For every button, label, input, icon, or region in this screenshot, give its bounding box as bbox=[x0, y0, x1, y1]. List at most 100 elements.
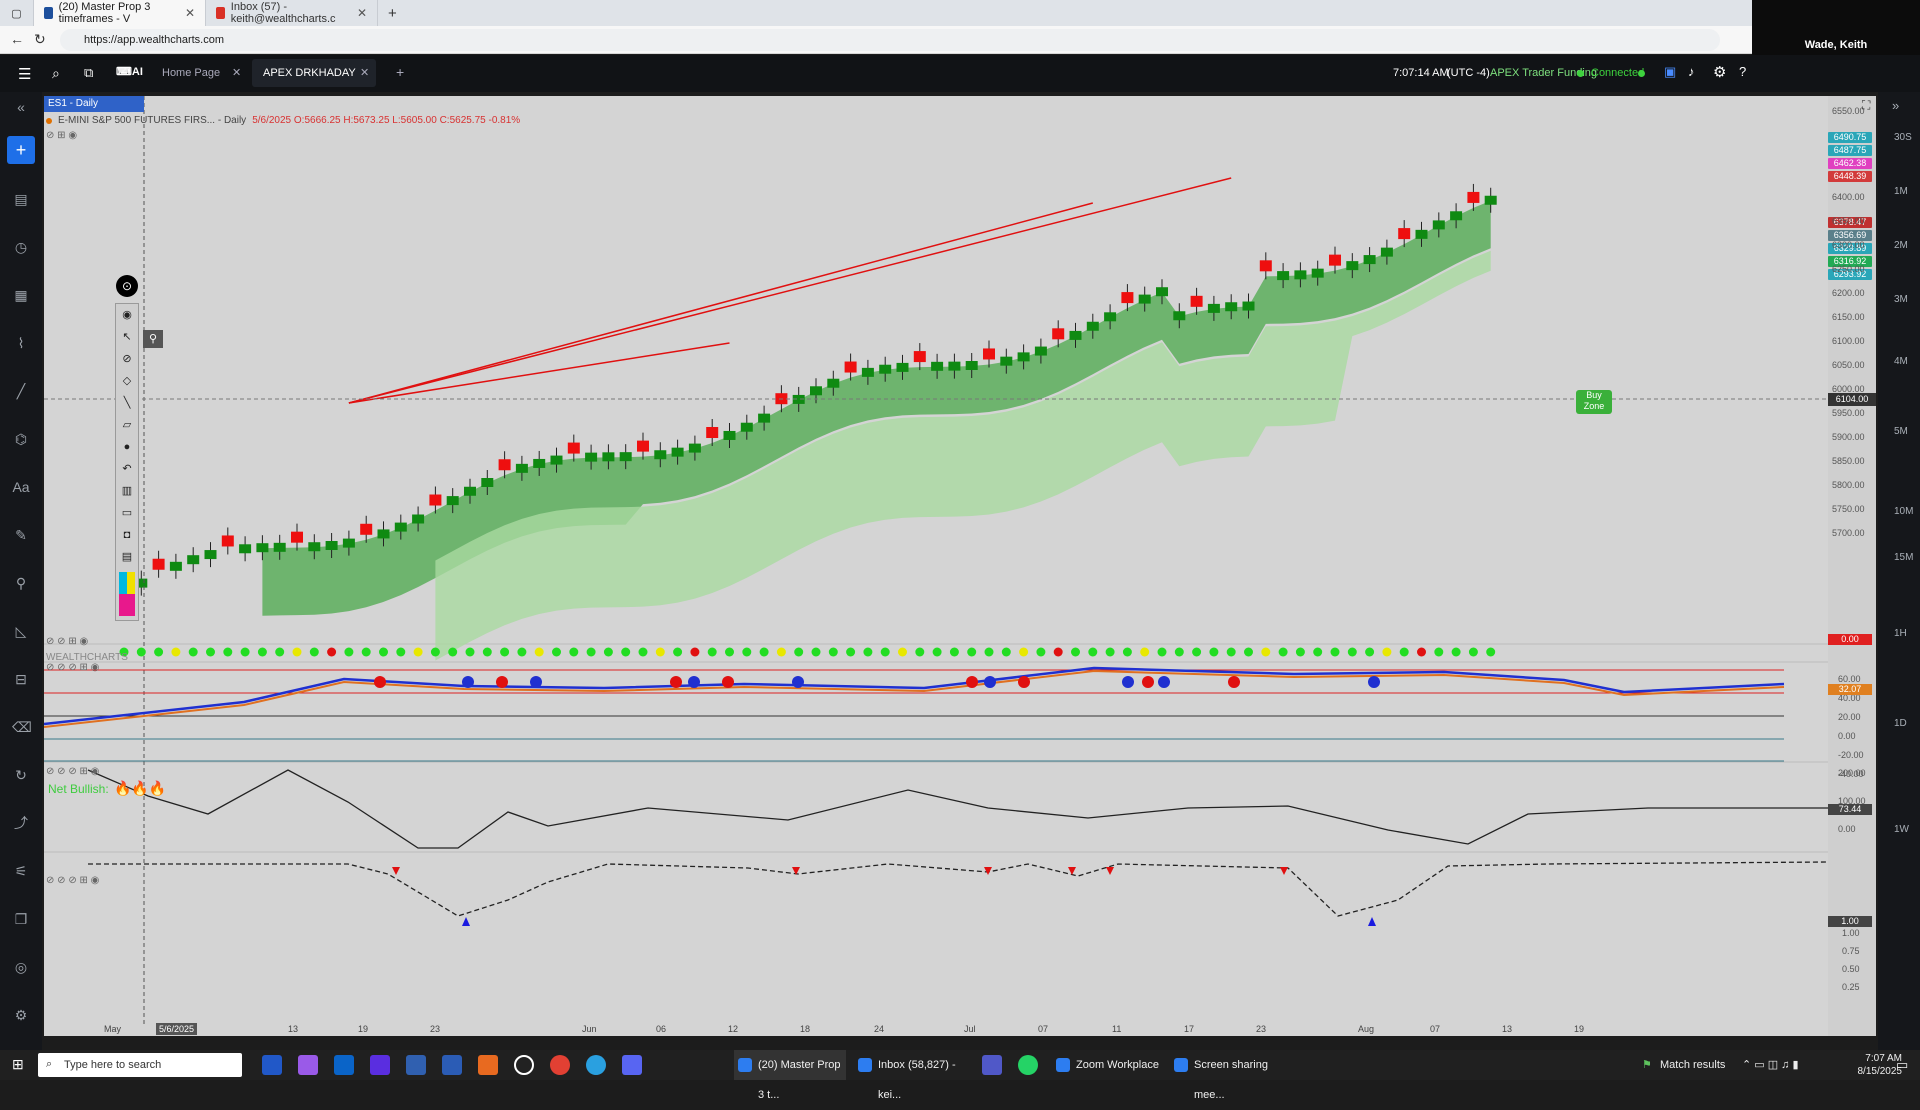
tab-apex[interactable] bbox=[252, 59, 376, 87]
clipboard-icon[interactable]: ▤ bbox=[121, 551, 133, 563]
notification-icon[interactable]: ▭ bbox=[1896, 1057, 1909, 1072]
cursor-icon[interactable]: ↖ bbox=[122, 331, 132, 343]
line-tool-icon[interactable]: ╱ bbox=[16, 383, 26, 399]
indicator-icon[interactable]: ⊟ bbox=[15, 671, 27, 687]
match-results[interactable]: Match results bbox=[1660, 1059, 1726, 1071]
trend-icon[interactable]: ⌇ bbox=[17, 335, 25, 351]
color-swatch-pink-icon[interactable] bbox=[119, 594, 135, 616]
timeframe-label[interactable]: 2M bbox=[1894, 240, 1908, 251]
pane-controls[interactable]: ⊘ ⊘ ⊘ ⊞ ◉ bbox=[46, 766, 100, 777]
account-name[interactable]: APEX Trader Funding bbox=[1490, 67, 1598, 79]
add-icon[interactable]: + bbox=[7, 136, 35, 164]
replay-icon[interactable]: ↻ bbox=[15, 767, 27, 783]
screen-icon[interactable]: ▭ bbox=[121, 507, 133, 519]
timeframe-label[interactable]: 1M bbox=[1894, 186, 1908, 197]
close-icon[interactable]: ✕ bbox=[184, 6, 195, 20]
target-icon[interactable]: ◎ bbox=[14, 959, 28, 975]
pane-controls[interactable]: ⊘ ⊘ ⊞ ◉ bbox=[46, 636, 89, 647]
add-tab-button[interactable]: + bbox=[396, 64, 405, 80]
taskbar-app[interactable]: Inbox (58,827) - kei... bbox=[854, 1050, 966, 1101]
chart-title[interactable]: E-MINI S&P 500 FUTURES FIRS... - Daily bbox=[58, 115, 247, 126]
close-icon[interactable]: ✕ bbox=[232, 67, 242, 79]
pin-icon[interactable]: ⊙ bbox=[116, 275, 138, 297]
pencil-icon[interactable]: ✎ bbox=[15, 527, 27, 543]
sidebar-toggle-icon[interactable]: ▢ bbox=[0, 0, 34, 26]
tool-hint-icon[interactable]: ⚲ bbox=[143, 330, 163, 348]
layouts-icon[interactable]: ⧉ bbox=[84, 65, 94, 80]
timeframe-label[interactable]: 5M bbox=[1894, 426, 1908, 437]
brush-icon[interactable]: ⊘ bbox=[122, 353, 132, 365]
analysis-icon[interactable]: ⤴ bbox=[14, 815, 28, 831]
new-tab-button[interactable]: + bbox=[388, 4, 397, 22]
color-swatch-icon[interactable] bbox=[119, 572, 135, 594]
bell-icon[interactable]: ♪ bbox=[1688, 64, 1695, 79]
tab-home-page[interactable]: Home Page bbox=[162, 67, 221, 79]
settings-icon[interactable]: ⚙ bbox=[14, 1007, 28, 1023]
calendar-icon[interactable]: ▦ bbox=[14, 287, 28, 303]
timeframe-label[interactable]: 3M bbox=[1894, 294, 1908, 305]
browser-tab-active[interactable]: (20) Master Prop 3 timeframes - V ✕ bbox=[34, 0, 206, 26]
pane-controls[interactable]: ⊘ ⊞ ◉ bbox=[46, 130, 78, 141]
undo-icon[interactable]: ↶ bbox=[122, 463, 132, 475]
save-icon[interactable]: ▣ bbox=[1664, 64, 1677, 79]
trash-icon[interactable]: ▥ bbox=[121, 485, 133, 497]
timeframe-label[interactable]: 1D bbox=[1894, 718, 1907, 729]
url-input[interactable]: https://app.wealthcharts.com bbox=[60, 29, 1720, 51]
camera-icon[interactable]: ◘ bbox=[123, 529, 131, 541]
browser-tab-inbox[interactable]: Inbox (57) - keith@wealthcharts.c ✕ bbox=[206, 0, 378, 26]
copilot-icon[interactable] bbox=[298, 1055, 318, 1075]
symbol-tab[interactable]: ES1 - Daily bbox=[44, 96, 144, 112]
app-icon[interactable] bbox=[370, 1055, 390, 1075]
fib-icon[interactable]: ⌬ bbox=[14, 431, 28, 447]
firefox-icon[interactable] bbox=[478, 1055, 498, 1075]
chrome-icon[interactable] bbox=[550, 1055, 570, 1075]
whatsapp-icon[interactable] bbox=[1018, 1055, 1038, 1075]
tray-icons[interactable]: ⌃ ▭ ◫ ♫ ▮ bbox=[1742, 1059, 1799, 1071]
reload-icon[interactable]: ↻ bbox=[34, 31, 46, 47]
timeframe-label[interactable]: 1H bbox=[1894, 628, 1907, 639]
eraser-icon[interactable]: ⌫ bbox=[12, 719, 32, 735]
teams-icon[interactable] bbox=[982, 1055, 1002, 1075]
collapse-icon[interactable]: « bbox=[17, 99, 25, 115]
eye-icon[interactable]: ◉ bbox=[122, 309, 132, 321]
line-icon[interactable]: ╲ bbox=[123, 397, 131, 409]
timeframe-label[interactable]: 4M bbox=[1894, 356, 1908, 367]
maximize-icon[interactable]: ⛶ bbox=[1862, 98, 1871, 112]
close-icon[interactable]: ✕ bbox=[356, 6, 367, 20]
app-icon[interactable] bbox=[262, 1055, 282, 1075]
timeframe-label[interactable]: 30S bbox=[1894, 132, 1912, 143]
timezone[interactable]: (UTC -4) bbox=[1447, 67, 1490, 79]
measure-icon[interactable]: ◺ bbox=[15, 623, 27, 639]
chart-canvas[interactable] bbox=[44, 96, 1876, 1036]
taskbar-app[interactable]: Screen sharing mee... bbox=[1170, 1050, 1290, 1101]
taskbar-app[interactable]: Zoom Workplace bbox=[1052, 1050, 1162, 1080]
search-icon[interactable]: ⌕ bbox=[52, 65, 60, 81]
discord-icon[interactable] bbox=[622, 1055, 642, 1075]
pane-controls[interactable]: ⊘ ⊘ ⊘ ⊞ ◉ bbox=[46, 662, 100, 673]
back-icon[interactable]: ← bbox=[10, 31, 24, 47]
text-icon[interactable]: Aa bbox=[12, 479, 30, 495]
timeframe-label[interactable]: 15M bbox=[1894, 552, 1914, 563]
timeframe-label[interactable]: 10M bbox=[1894, 506, 1914, 517]
app-icon[interactable] bbox=[514, 1055, 534, 1075]
outlook-icon[interactable] bbox=[334, 1055, 354, 1075]
windows-start-icon[interactable]: ⊞ bbox=[12, 1056, 24, 1072]
taskbar-app[interactable]: (20) Master Prop 3 t... bbox=[734, 1050, 846, 1101]
ai-icon[interactable]: ⌨AI bbox=[116, 66, 143, 78]
app-icon[interactable] bbox=[406, 1055, 426, 1075]
help-icon[interactable]: ? bbox=[1739, 64, 1747, 79]
gear-icon[interactable]: ⚙ bbox=[1713, 64, 1727, 81]
chart-area[interactable]: ES1 - Daily ⛶ E-MINI S&P 500 FUTURES FIR… bbox=[44, 96, 1876, 1036]
ruler-icon[interactable]: ⚲ bbox=[15, 575, 27, 591]
copy-icon[interactable]: ❐ bbox=[14, 911, 28, 927]
eraser-icon[interactable]: ◇ bbox=[122, 375, 132, 387]
clock-icon[interactable]: ◷ bbox=[14, 239, 28, 255]
close-icon[interactable]: ✕ bbox=[360, 67, 370, 79]
dot-icon[interactable]: ● bbox=[123, 441, 131, 453]
scan-icon[interactable]: ⚟ bbox=[14, 863, 28, 879]
expand-icon[interactable]: » bbox=[1892, 98, 1900, 113]
word-icon[interactable] bbox=[442, 1055, 462, 1075]
pane-controls[interactable]: ⊘ ⊘ ⊘ ⊞ ◉ bbox=[46, 875, 100, 886]
chart-type-icon[interactable]: ▤ bbox=[14, 191, 28, 207]
telegram-icon[interactable] bbox=[586, 1055, 606, 1075]
